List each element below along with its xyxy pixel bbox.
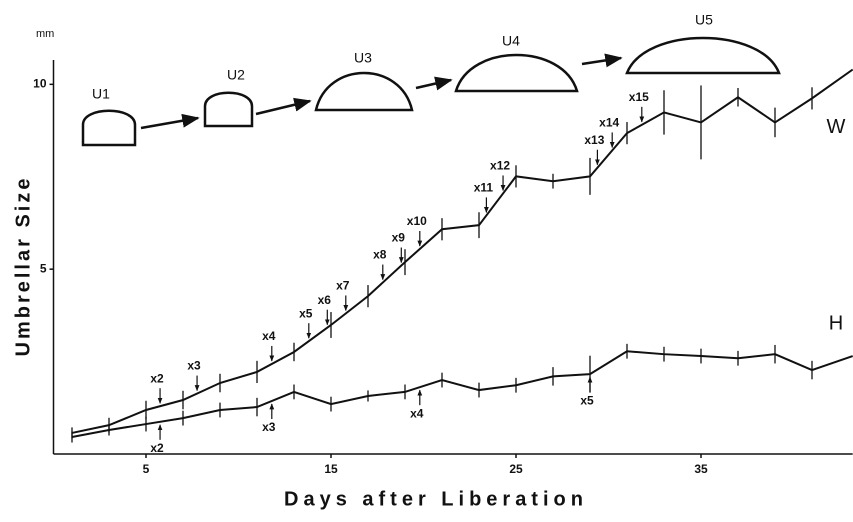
annotation-label: x5	[580, 393, 594, 407]
y-tick-label: 5	[40, 261, 47, 275]
annotation-label: x7	[336, 279, 350, 293]
series-label: W	[827, 116, 846, 138]
annotation-label: x10	[407, 214, 427, 228]
annotation-label: x15	[629, 90, 649, 104]
stage-shape	[627, 38, 779, 73]
stage-shape	[83, 111, 135, 145]
x-tick-label: 15	[324, 462, 338, 476]
y-unit: mm	[36, 28, 54, 40]
stage-label: U5	[695, 12, 713, 28]
annotation-label: x4	[262, 329, 276, 343]
annotation-label: x13	[584, 133, 604, 147]
line	[72, 70, 853, 433]
stage-arrow	[256, 101, 310, 114]
annotation-label: x3	[262, 420, 276, 434]
stage-arrow	[141, 118, 198, 128]
x-tick-label: 5	[143, 462, 150, 476]
x-tick-label: 25	[509, 462, 523, 476]
annotation-label: x4	[410, 406, 424, 420]
annotation-label: x2	[150, 441, 164, 455]
stage-label: U3	[354, 50, 372, 66]
stage-label: U1	[92, 86, 110, 102]
stage-label: U4	[502, 33, 520, 49]
annotation-label: x14	[599, 116, 619, 130]
stage-arrow	[582, 58, 621, 64]
x-axis-title: Days after Liberation	[284, 488, 588, 510]
annotation-label: x8	[373, 248, 387, 262]
annotation-label: x5	[299, 306, 313, 320]
stage-shape	[456, 55, 577, 91]
annotation-label: x12	[490, 159, 510, 173]
x-tick-label: 35	[694, 462, 708, 476]
y-tick-label: 10	[33, 76, 47, 90]
annotation-label: x6	[318, 293, 332, 307]
stage-shape	[205, 93, 252, 126]
chart: Days after Liberation Umbrellar Size mm …	[0, 0, 853, 522]
stage-arrow	[416, 80, 451, 88]
annotation-label: x9	[392, 231, 406, 245]
stage-shape	[316, 73, 412, 110]
series-label: H	[829, 312, 843, 334]
stage-diagram	[83, 38, 779, 145]
annotation-label: x2	[150, 371, 164, 385]
y-axis-title: Umbrellar Size	[12, 176, 34, 357]
annotation-label: x3	[187, 359, 201, 373]
annotation-label: x11	[474, 181, 494, 195]
stage-label: U2	[227, 67, 245, 83]
